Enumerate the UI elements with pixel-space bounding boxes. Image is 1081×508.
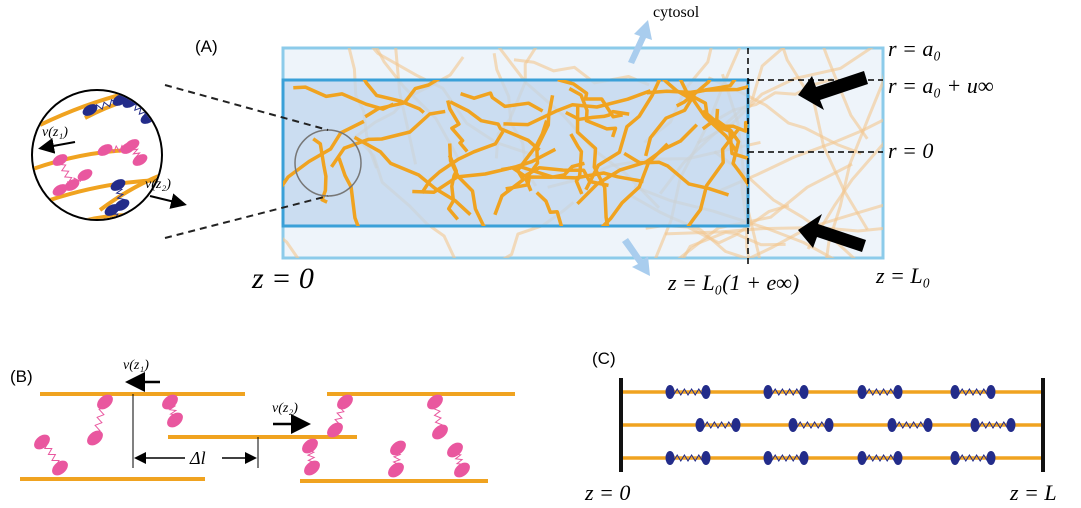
annotation: cytosol — [653, 4, 700, 21]
fiber — [60, 215, 140, 228]
annotation: v(z₂) — [272, 401, 298, 416]
annotation: r = 0 — [888, 138, 933, 163]
figure: (A) cytosol r = a₀ r = a₀ + u∞ r = 0 z =… — [0, 0, 1081, 508]
annotation: z = 0 — [251, 262, 314, 295]
crosslinker-head — [894, 451, 903, 465]
crosslinker-head — [858, 385, 867, 399]
motor-head — [429, 422, 451, 443]
crosslinker-head — [888, 418, 897, 432]
velocity-arrow — [150, 196, 183, 204]
annotation: v(z₁) — [123, 358, 149, 373]
motor-head — [444, 440, 466, 461]
crosslinker-head — [666, 451, 675, 465]
panel-a: (A) cytosol r = a₀ r = a₀ + u∞ r = 0 z =… — [30, 0, 994, 345]
crosslinker-head — [764, 451, 773, 465]
crosslinker-head — [951, 385, 960, 399]
annotation: z = L₀ — [875, 263, 930, 288]
crosslinker-head — [1007, 418, 1016, 432]
crosslinker-head — [696, 418, 705, 432]
inset: v(z₁) v(z₂) — [30, 88, 183, 240]
annotation: r = a₀ + u∞ — [888, 73, 994, 98]
crosslinker-head — [732, 418, 741, 432]
panel-label: (C) — [592, 349, 616, 368]
crosslinker-head — [987, 385, 996, 399]
panel-c: (C) z = 0 z = L — [584, 349, 1057, 505]
motor-head — [84, 428, 106, 449]
crosslinker-head — [858, 451, 867, 465]
motor-head — [301, 458, 323, 479]
crosslinker-head — [971, 418, 980, 432]
panel-label: (B) — [10, 367, 33, 386]
wall — [619, 378, 623, 472]
crosslinker-head — [666, 385, 675, 399]
panel-b: (B) Δl v(z₁) v(z₂) — [10, 358, 515, 481]
crosslinker-head — [800, 385, 809, 399]
crosslinker-head — [789, 418, 798, 432]
crosslinker-head — [702, 385, 711, 399]
crosslinker-head — [800, 451, 809, 465]
motor-head — [116, 224, 135, 241]
motor-head — [164, 410, 186, 431]
crosslinker-head — [825, 418, 834, 432]
annotation: v(z₁) — [42, 125, 68, 140]
crosslinker-head — [924, 418, 933, 432]
motor-head — [451, 460, 473, 481]
annotation: v(z₂) — [145, 177, 171, 192]
annotation: r = a₀ — [888, 36, 941, 61]
annotation: z = L₀(1 + e∞) — [667, 270, 799, 295]
crosslinker-head — [894, 385, 903, 399]
annotation: Δl — [189, 448, 206, 468]
wall — [1041, 378, 1045, 472]
annotation: z = 0 — [584, 480, 630, 505]
motor-head — [31, 432, 53, 453]
annotation: z = L — [1009, 480, 1057, 505]
crosslinker-head — [987, 451, 996, 465]
crosslinker-head — [951, 451, 960, 465]
panel-label: (A) — [195, 37, 218, 56]
crosslinker-head — [702, 451, 711, 465]
crosslinker-head — [764, 385, 773, 399]
